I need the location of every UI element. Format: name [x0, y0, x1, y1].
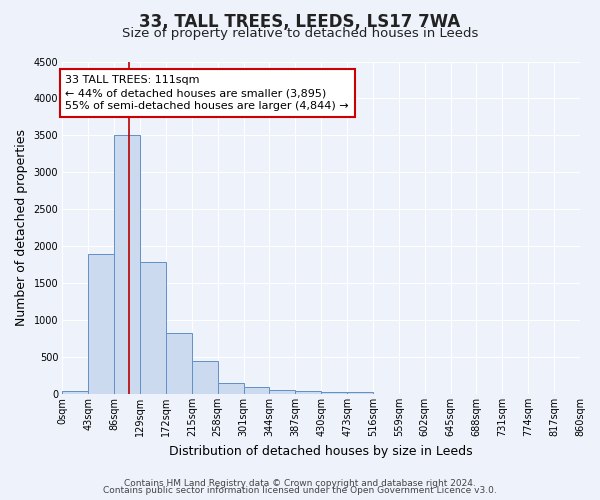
- Bar: [347, 392, 373, 394]
- Y-axis label: Number of detached properties: Number of detached properties: [15, 130, 28, 326]
- Bar: [166, 332, 192, 394]
- Bar: [114, 136, 140, 394]
- Bar: [88, 254, 114, 394]
- X-axis label: Distribution of detached houses by size in Leeds: Distribution of detached houses by size …: [169, 444, 473, 458]
- Text: 33, TALL TREES, LEEDS, LS17 7WA: 33, TALL TREES, LEEDS, LS17 7WA: [139, 12, 461, 30]
- Bar: [218, 382, 244, 394]
- Text: Contains HM Land Registry data © Crown copyright and database right 2024.: Contains HM Land Registry data © Crown c…: [124, 478, 476, 488]
- Bar: [295, 392, 321, 394]
- Text: Size of property relative to detached houses in Leeds: Size of property relative to detached ho…: [122, 28, 478, 40]
- Bar: [269, 390, 295, 394]
- Text: 33 TALL TREES: 111sqm
← 44% of detached houses are smaller (3,895)
55% of semi-d: 33 TALL TREES: 111sqm ← 44% of detached …: [65, 75, 349, 111]
- Bar: [321, 392, 347, 394]
- Bar: [140, 262, 166, 394]
- Text: Contains public sector information licensed under the Open Government Licence v3: Contains public sector information licen…: [103, 486, 497, 495]
- Bar: [192, 361, 218, 394]
- Bar: [244, 388, 269, 394]
- Bar: [62, 391, 88, 394]
